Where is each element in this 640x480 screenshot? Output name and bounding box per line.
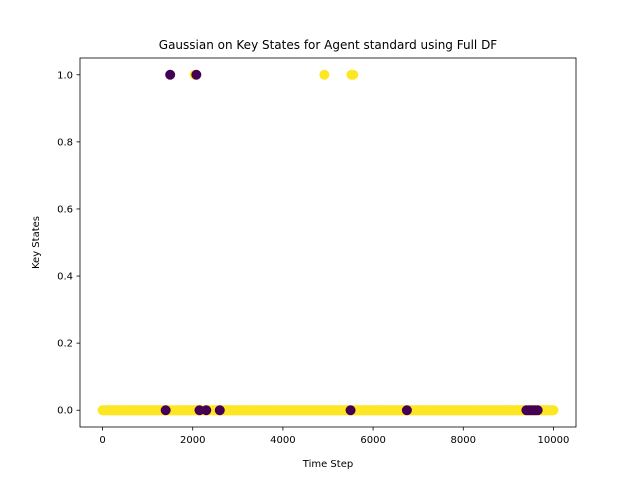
- x-axis: 0 2000 4000 6000 8000 10000: [99, 427, 569, 446]
- chart-title: Gaussian on Key States for Agent standar…: [159, 38, 498, 52]
- data-point: [160, 405, 171, 416]
- y-axis-title: Key States: [31, 216, 42, 269]
- plot-frame: [79, 57, 577, 428]
- data-point: [214, 405, 225, 416]
- x-tick-label: 8000: [451, 435, 476, 446]
- x-tick-label: 2000: [180, 435, 205, 446]
- y-axis: 0.0 0.2 0.4 0.6 0.8 1.0: [57, 70, 80, 417]
- y-tick-label: 1.0: [57, 70, 73, 81]
- x-tick-label: 4000: [270, 435, 295, 446]
- y-tick-label: 0.0: [57, 406, 73, 417]
- y-tick-label: 0.6: [57, 204, 73, 215]
- data-point: [345, 405, 356, 416]
- data-point: [191, 69, 202, 80]
- data-point: [165, 69, 176, 80]
- x-tick-label: 0: [99, 435, 105, 446]
- data-point: [201, 405, 212, 416]
- data-point: [401, 405, 412, 416]
- data-point: [548, 405, 559, 416]
- plot-area: [80, 58, 576, 427]
- points-layer: [97, 69, 559, 416]
- x-axis-title: Time Step: [302, 459, 353, 470]
- y-tick-label: 0.4: [57, 272, 73, 283]
- y-tick-label: 0.2: [57, 339, 73, 350]
- x-tick-label: 6000: [360, 435, 385, 446]
- x-tick-label: 10000: [538, 435, 570, 446]
- data-point: [348, 69, 359, 80]
- data-point: [532, 405, 543, 416]
- y-tick-label: 0.8: [57, 137, 73, 148]
- data-point: [319, 69, 330, 80]
